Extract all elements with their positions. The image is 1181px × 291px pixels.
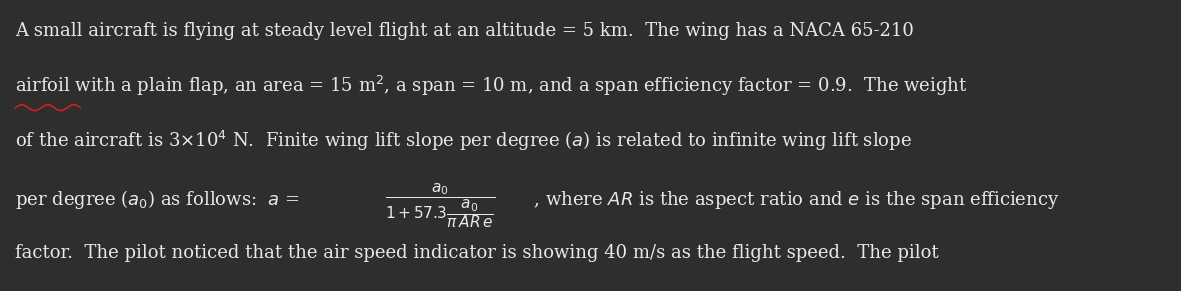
- Text: factor.  The pilot noticed that the air speed indicator is showing 40 m/s as the: factor. The pilot noticed that the air s…: [15, 244, 939, 262]
- Text: A small aircraft is flying at steady level flight at an altitude = 5 km.  The wi: A small aircraft is flying at steady lev…: [15, 22, 914, 40]
- Text: per degree ($a_0$) as follows:  $a$ =: per degree ($a_0$) as follows: $a$ =: [15, 188, 302, 211]
- Text: $\dfrac{a_0}{1+57.3\dfrac{a_0}{\pi\, AR\, e}}$: $\dfrac{a_0}{1+57.3\dfrac{a_0}{\pi\, AR\…: [385, 181, 496, 230]
- Text: of the aircraft is 3$\times$10$^4$ N.  Finite wing lift slope per degree ($a$) i: of the aircraft is 3$\times$10$^4$ N. Fi…: [15, 129, 913, 153]
- Text: airfoil with a plain flap, an area = 15 m$^2$, a span = 10 m, and a span efficie: airfoil with a plain flap, an area = 15 …: [15, 74, 968, 98]
- Text: , where $AR$ is the aspect ratio and $e$ is the span efficiency: , where $AR$ is the aspect ratio and $e$…: [528, 189, 1059, 211]
